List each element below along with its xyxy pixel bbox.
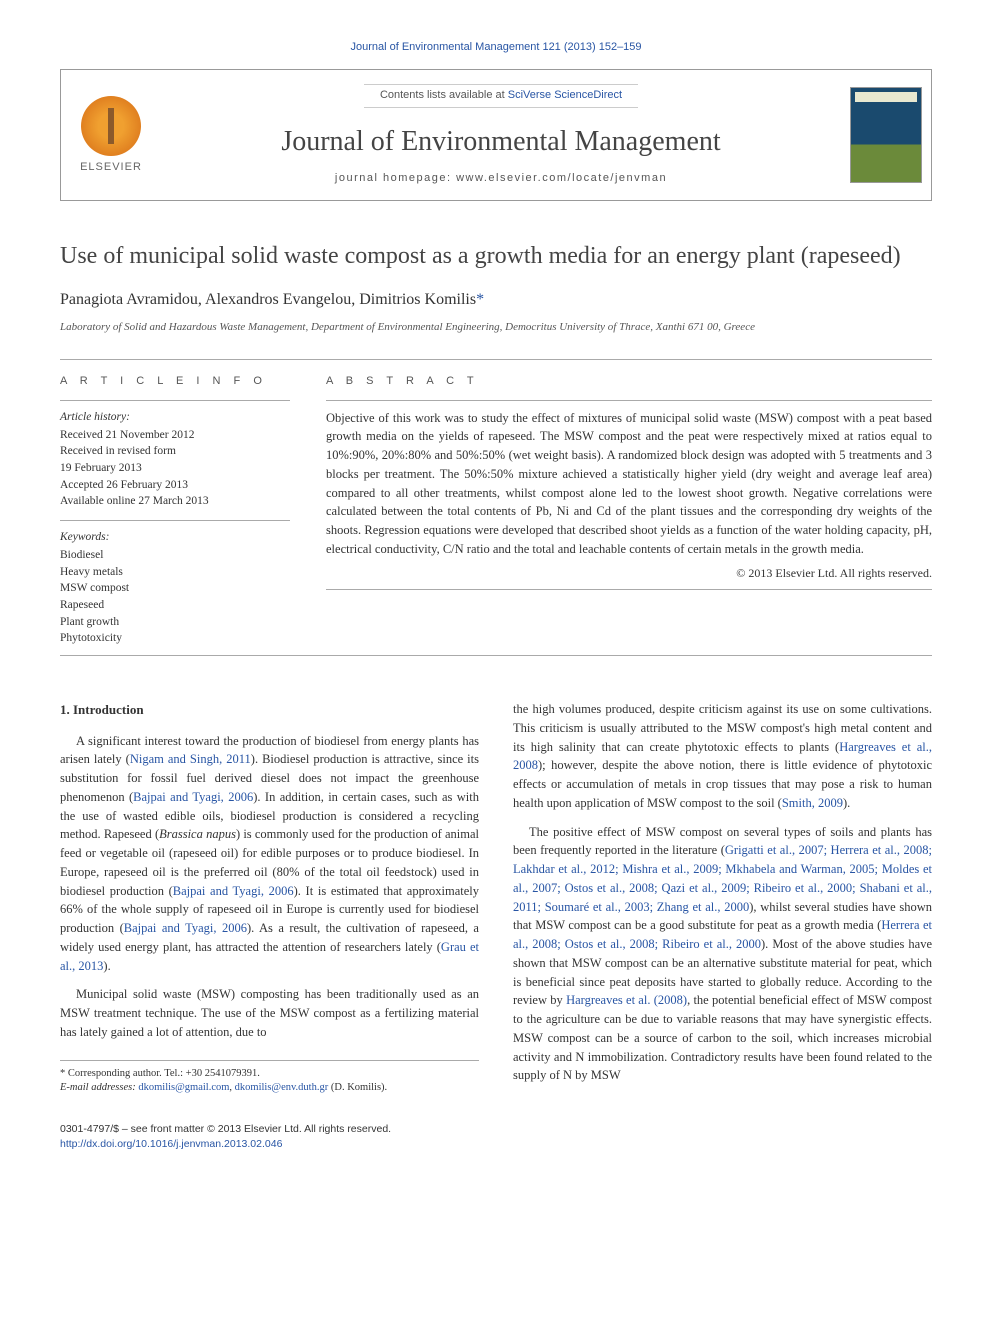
divider xyxy=(60,400,290,401)
article-history-label: Article history: xyxy=(60,409,290,425)
history-item: Received in revised form xyxy=(60,443,290,460)
email-link[interactable]: dkomilis@gmail.com xyxy=(138,1082,229,1093)
front-matter-line: 0301-4797/$ – see front matter © 2013 El… xyxy=(60,1122,391,1137)
page-footer: 0301-4797/$ – see front matter © 2013 El… xyxy=(60,1122,932,1151)
journal-name: Journal of Environmental Management xyxy=(171,122,831,161)
abstract-copyright: © 2013 Elsevier Ltd. All rights reserved… xyxy=(326,565,932,582)
body-paragraph: Municipal solid waste (MSW) composting h… xyxy=(60,985,479,1041)
citation-link[interactable]: Nigam and Singh, 2011 xyxy=(130,752,251,766)
text-run: ). xyxy=(103,959,110,973)
divider xyxy=(60,520,290,521)
body-paragraph: A significant interest toward the produc… xyxy=(60,732,479,976)
article-info-heading: A R T I C L E I N F O xyxy=(60,374,290,389)
email-line: E-mail addresses: dkomilis@gmail.com, dk… xyxy=(60,1081,479,1096)
homepage-url[interactable]: www.elsevier.com/locate/jenvman xyxy=(456,172,667,184)
keyword: Phytotoxicity xyxy=(60,630,290,647)
citation-link[interactable]: Bajpai and Tyagi, 2006 xyxy=(124,921,247,935)
history-item: 19 February 2013 xyxy=(60,460,290,477)
journal-homepage-line: journal homepage: www.elsevier.com/locat… xyxy=(171,171,831,186)
article-title: Use of municipal solid waste compost as … xyxy=(60,241,932,271)
article-info-column: A R T I C L E I N F O Article history: R… xyxy=(60,374,290,647)
contents-available-line: Contents lists available at SciVerse Sci… xyxy=(364,84,638,107)
elsevier-tree-icon xyxy=(81,96,141,156)
footer-left: 0301-4797/$ – see front matter © 2013 El… xyxy=(60,1122,391,1151)
authors-line: Panagiota Avramidou, Alexandros Evangelo… xyxy=(60,289,932,311)
citation-link[interactable]: Bajpai and Tyagi, 2006 xyxy=(173,884,294,898)
homepage-prefix: journal homepage: xyxy=(335,172,456,184)
divider xyxy=(60,359,932,360)
corresponding-author-mark: * xyxy=(476,291,484,308)
journal-cover-thumbnail xyxy=(850,87,922,183)
affiliation: Laboratory of Solid and Hazardous Waste … xyxy=(60,320,932,335)
keyword: Plant growth xyxy=(60,614,290,631)
contents-prefix: Contents lists available at xyxy=(380,89,508,101)
divider xyxy=(326,589,932,590)
publisher-logo-block: ELSEVIER xyxy=(61,70,161,200)
journal-masthead: ELSEVIER Contents lists available at Sci… xyxy=(60,69,932,201)
article-body: 1. Introduction A significant interest t… xyxy=(60,700,932,1096)
body-paragraph: The positive effect of MSW compost on se… xyxy=(513,823,932,1086)
species-name: Brassica napus xyxy=(159,827,236,841)
section-heading: 1. Introduction xyxy=(60,700,479,720)
abstract-column: A B S T R A C T Objective of this work w… xyxy=(326,374,932,647)
corresponding-footnote: * Corresponding author. Tel.: +30 254107… xyxy=(60,1060,479,1096)
text-run: ); however, despite the above notion, th… xyxy=(513,758,932,810)
masthead-center: Contents lists available at SciVerse Sci… xyxy=(161,70,841,200)
keyword: Heavy metals xyxy=(60,564,290,581)
body-paragraph: the high volumes produced, despite criti… xyxy=(513,700,932,813)
doi-link[interactable]: http://dx.doi.org/10.1016/j.jenvman.2013… xyxy=(60,1137,391,1152)
journal-citation-line: Journal of Environmental Management 121 … xyxy=(60,40,932,55)
citation-link[interactable]: Hargreaves et al. (2008) xyxy=(566,993,687,1007)
citation-link[interactable]: Bajpai and Tyagi, 2006 xyxy=(133,790,253,804)
keyword: MSW compost xyxy=(60,580,290,597)
sciencedirect-link[interactable]: SciVerse ScienceDirect xyxy=(508,89,622,101)
citation-link[interactable]: Smith, 2009 xyxy=(782,796,843,810)
keyword: Biodiesel xyxy=(60,547,290,564)
info-abstract-row: A R T I C L E I N F O Article history: R… xyxy=(60,374,932,647)
history-item: Received 21 November 2012 xyxy=(60,427,290,444)
history-item: Available online 27 March 2013 xyxy=(60,493,290,510)
text-run: ). xyxy=(843,796,850,810)
publisher-name: ELSEVIER xyxy=(80,160,142,175)
corr-author-line: * Corresponding author. Tel.: +30 254107… xyxy=(60,1067,479,1082)
journal-cover-block xyxy=(841,70,931,200)
history-item: Accepted 26 February 2013 xyxy=(60,477,290,494)
author-names: Panagiota Avramidou, Alexandros Evangelo… xyxy=(60,291,476,308)
email-label: E-mail addresses: xyxy=(60,1082,138,1093)
abstract-heading: A B S T R A C T xyxy=(326,374,932,389)
divider xyxy=(326,400,932,401)
text-run: (D. Komilis). xyxy=(328,1082,387,1093)
keyword: Rapeseed xyxy=(60,597,290,614)
divider xyxy=(60,655,932,656)
email-link[interactable]: dkomilis@env.duth.gr xyxy=(235,1082,329,1093)
keywords-label: Keywords: xyxy=(60,529,290,545)
abstract-text: Objective of this work was to study the … xyxy=(326,409,932,559)
